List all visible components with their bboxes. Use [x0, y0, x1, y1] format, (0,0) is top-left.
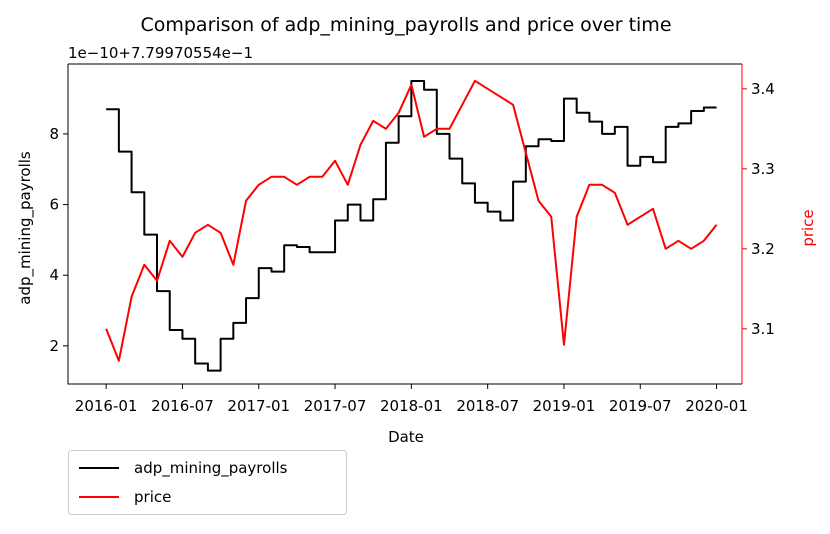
y-offset-label: 1e−10+7.79970554e−1: [68, 44, 253, 62]
x-tick-label: 2020-01: [685, 397, 748, 415]
series-line: [105, 79, 718, 362]
y-tick-label: 2: [49, 337, 59, 355]
x-tick-label: 2016-01: [75, 397, 138, 415]
y-tick-label: 6: [49, 196, 59, 214]
legend-box: [68, 450, 347, 515]
axes-frame: [67, 63, 742, 385]
legend-label: adp_mining_payrolls: [134, 459, 288, 478]
y2-tick-label: 3.2: [751, 240, 775, 258]
y-tick-label: 4: [49, 266, 59, 284]
x-tick-label: 2019-01: [533, 397, 596, 415]
chart-title: Comparison of adp_mining_payrolls and pr…: [140, 14, 671, 36]
legend-label: price: [134, 488, 171, 506]
y-axis-label: adp_mining_payrolls: [16, 151, 35, 305]
series-line: [106, 79, 717, 372]
y2-tick-label: 3.4: [751, 80, 775, 98]
x-tick-label: 2018-01: [380, 397, 443, 415]
y2-tick-label: 3.3: [751, 160, 775, 178]
y2-axis-label: price: [799, 209, 817, 246]
x-tick-label: 2018-07: [456, 397, 519, 415]
x-tick-label: 2017-07: [304, 397, 367, 415]
x-tick-label: 2017-01: [227, 397, 290, 415]
x-tick-label: 2019-07: [609, 397, 672, 415]
x-tick-label: 2016-07: [151, 397, 214, 415]
x-axis-label: Date: [388, 428, 424, 446]
y2-tick-label: 3.1: [751, 320, 775, 338]
y-tick-label: 8: [49, 125, 59, 143]
